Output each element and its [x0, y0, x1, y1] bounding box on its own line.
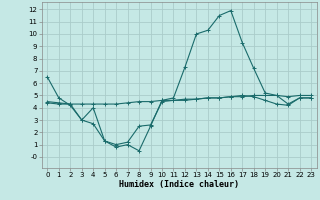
- X-axis label: Humidex (Indice chaleur): Humidex (Indice chaleur): [119, 180, 239, 189]
